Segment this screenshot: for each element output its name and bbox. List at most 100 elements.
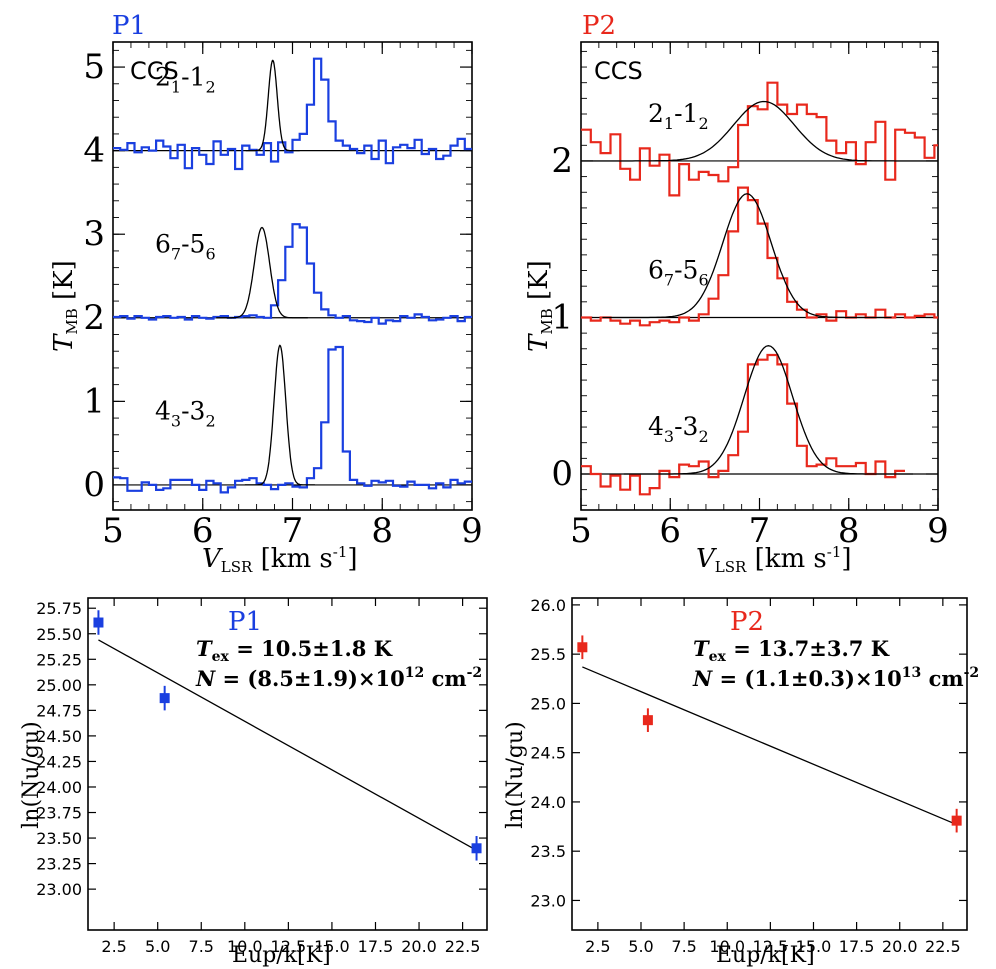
p1-rotation-xtick-label: 17.5 (358, 937, 394, 956)
p1-spectra-ytick-label: 1 (83, 381, 105, 421)
p1-rotation-ytick-label: 25.50 (36, 625, 82, 644)
p2-spectra-title: P2 (582, 11, 616, 41)
p1-rotation-title: P1 (228, 607, 262, 637)
p1-rotation-plot-frame (87, 597, 488, 931)
p1-spectra-title: P1 (112, 11, 146, 41)
p2-spectra-gaussian-fit (623, 345, 913, 475)
p1-spectra-spectrum-trace (113, 345, 472, 494)
p1-rotation-xtick-label: 5.0 (145, 937, 170, 956)
p1-spectra-xlabel: VLSR [km s-1] (202, 543, 358, 576)
p1-column-density-annotation: N = (8.5±1.9)×1012 cm-2 (195, 665, 482, 691)
p2-tex-annotation: Tex = 13.7±3.7 K (693, 636, 890, 665)
p2-rotation-ytick-label: 26.0 (530, 596, 566, 615)
p1-rotation-xtick-label: 7.5 (189, 937, 214, 956)
p2-spectra-panel: P2 CCS VLSR [km s-1] TMB [K] 5 6 7 8 9 0 1 2 21-… (524, 11, 949, 576)
p2-spectra-transition-label: 21-12 (648, 99, 709, 133)
p1-spectra-ytick-label: 5 (83, 47, 105, 87)
p1-spectra-xtick-label: 8 (371, 511, 393, 551)
p2-rotation-ylabel: ln(Nu/gu) (503, 721, 528, 828)
p1-spectra-ylabel: TMB [K] (49, 260, 81, 352)
p2-spectra-ytick-label: 1 (551, 297, 573, 337)
p2-rotation-data-point (642, 715, 653, 726)
p1-spectra-plot-frame (112, 41, 473, 511)
p1-spectra-gaussian-fit (244, 344, 315, 486)
p1-rotation-data-point (471, 843, 482, 854)
p1-molecule-label: CCS (130, 57, 179, 85)
p2-rotation-xtick-label: 20.0 (882, 937, 918, 956)
p2-spectra-gaussian-fit (581, 100, 938, 162)
p2-molecule-label: CCS (594, 57, 643, 85)
p2-spectra-xtick-label: 5 (570, 511, 592, 551)
p1-spectra-transition-label: 43-32 (155, 397, 216, 431)
p1-spectra-panel: P1 CCS VLSR [km s-1] TMB [K] 5 6 7 8 9 0 1 2 3 4 5… (49, 11, 483, 576)
p1-rotation-ytick-label: 24.50 (36, 727, 82, 746)
p1-rotation-xtick-label: 12.5 (271, 937, 307, 956)
p2-rotation-xtick-label: 17.5 (839, 937, 875, 956)
p2-rotation-xtick-label: 12.5 (753, 937, 789, 956)
p1-rotation-ytick-label: 23.25 (36, 855, 82, 874)
p1-rotation-panel: P1 Eup/k[K] ln(Nu/gu) Tex = 10.5±1.8 K N… (19, 597, 488, 968)
p1-rotation-xlabel: Eup/k[K] (232, 943, 331, 968)
p1-spectra-xtick-label: 9 (461, 511, 483, 551)
p2-rotation-ytick-label: 25.0 (530, 694, 566, 713)
p1-rotation-ytick-label: 24.75 (36, 701, 82, 720)
p2-rotation-xtick-label: 7.5 (671, 937, 696, 956)
p1-spectra-gaussian-fit (245, 59, 300, 152)
p1-rotation-ytick-label: 25.75 (36, 599, 82, 618)
p1-spectra-xtick-label: 7 (282, 511, 304, 551)
p1-spectra-xtick-label: 6 (192, 511, 214, 551)
p2-spectra-xtick-label: 6 (659, 511, 681, 551)
p1-rotation-ytick-label: 24.00 (36, 778, 82, 797)
p1-rotation-ytick-label: 24.25 (36, 752, 82, 771)
p2-column-density-annotation: N = (1.1±0.3)×1013 cm-2 (692, 665, 979, 691)
p1-rotation-xtick-label: 10.0 (227, 937, 263, 956)
p1-spectra-ytick-label: 3 (83, 214, 105, 254)
p1-rotation-ytick-label: 25.25 (36, 650, 82, 669)
p2-spectra-transition-label: 43-32 (648, 412, 709, 446)
p1-tex-annotation: Tex = 10.5±1.8 K (196, 636, 393, 665)
p1-spectra-ytick-label: 2 (83, 298, 105, 338)
p1-rotation-fit-line (98, 639, 477, 851)
p1-spectra-spectrum-trace (113, 57, 472, 171)
p2-spectra-ylabel: TMB [K] (524, 260, 556, 352)
p1-rotation-data-point (159, 693, 170, 704)
p2-spectra-xtick-label: 9 (927, 511, 949, 551)
p2-rotation-ytick-label: 23.5 (530, 842, 566, 861)
p2-rotation-data-point (951, 815, 962, 826)
p2-rotation-ytick-label: 23.0 (530, 891, 566, 910)
p2-rotation-xtick-label: 15.0 (796, 937, 832, 956)
p2-spectra-xtick-label: 8 (838, 511, 860, 551)
p2-rotation-ytick-label: 24.5 (530, 744, 566, 763)
p1-rotation-ytick-label: 25.00 (36, 676, 82, 695)
p2-spectra-ytick-label: 0 (551, 454, 573, 494)
p1-rotation-ylabel: ln(Nu/gu) (19, 721, 44, 828)
p1-rotation-xtick-label: 20.0 (401, 937, 437, 956)
p2-rotation-xlabel: Eup/k[K] (716, 943, 815, 968)
p1-spectra-ytick-label: 4 (83, 131, 105, 171)
p2-rotation-xtick-label: 22.5 (925, 937, 961, 956)
p2-rotation-xtick-label: 10.0 (709, 937, 745, 956)
p2-spectra-plot-frame (580, 41, 939, 511)
p2-rotation-plot-frame (571, 597, 968, 931)
p2-spectra-xlabel: VLSR [km s-1] (696, 543, 852, 576)
p1-rotation-ytick-label: 23.75 (36, 804, 82, 823)
p2-rotation-panel: P2 Eup/k[K] ln(Nu/gu) Tex = 13.7±3.7 K N… (503, 596, 979, 968)
p1-spectra-transition-label: 21-12 (155, 62, 216, 96)
p1-spectra-xtick-label: 5 (102, 511, 124, 551)
p2-rotation-ytick-label: 24.0 (530, 793, 566, 812)
p1-rotation-xtick-label: 22.5 (445, 937, 481, 956)
p1-spectra-ytick-label: 0 (83, 465, 105, 505)
p2-rotation-title: P2 (730, 607, 764, 637)
p2-spectra-gaussian-fit (602, 193, 892, 319)
p2-spectra-transition-label: 67-56 (648, 255, 709, 289)
p2-spectra-xtick-label: 7 (749, 511, 771, 551)
p1-rotation-ytick-label: 23.50 (36, 829, 82, 848)
p1-spectra-gaussian-fit (216, 226, 308, 319)
p1-rotation-xtick-label: 15.0 (314, 937, 350, 956)
p2-rotation-ytick-label: 25.5 (530, 645, 566, 664)
p1-rotation-data-point (93, 617, 104, 628)
p2-rotation-data-point (577, 642, 588, 653)
p1-spectra-transition-label: 67-56 (155, 230, 216, 264)
p2-spectra-spectrum-trace (581, 353, 905, 496)
p1-rotation-ytick-label: 23.00 (36, 880, 82, 899)
